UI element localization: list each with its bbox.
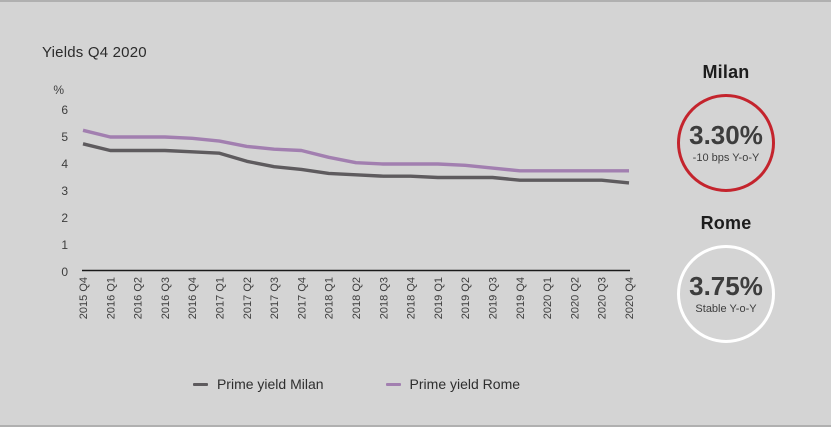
series-line-prime-yield-rome bbox=[82, 128, 629, 173]
legend-label: Prime yield Milan bbox=[216, 376, 324, 392]
window-bottom-edge bbox=[0, 425, 831, 427]
rome-yield-delta: Stable Y-o-Y bbox=[695, 303, 757, 316]
x-tick-label: 2019 Q4 bbox=[515, 277, 527, 319]
x-tick-label: 2016 Q4 bbox=[187, 277, 199, 319]
x-tick-label: 2017 Q3 bbox=[269, 277, 281, 319]
chart-legend: Prime yield Milan Prime yield Rome bbox=[83, 376, 630, 392]
x-tick-label: 2017 Q4 bbox=[296, 277, 308, 319]
legend-swatch bbox=[385, 382, 401, 386]
x-tick-label: 2018 Q4 bbox=[406, 277, 418, 319]
kpi-card-rome: Rome 3.75% Stable Y-o-Y bbox=[650, 213, 802, 343]
x-tick-label: 2016 Q3 bbox=[160, 277, 172, 319]
kpi-panel: Milan 3.30% -10 bps Y-o-Y Rome 3.75% Sta… bbox=[650, 0, 802, 427]
y-tick-label: 0 bbox=[61, 265, 68, 279]
series-line-prime-yield-milan bbox=[82, 142, 630, 185]
x-tick-label: 2019 Q1 bbox=[433, 277, 445, 319]
x-tick-label: 2020 Q2 bbox=[569, 277, 581, 319]
y-tick-label: 2 bbox=[61, 211, 68, 225]
legend-item-prime-yield-rome: Prime yield Rome bbox=[385, 376, 521, 392]
milan-yield-ring: 3.30% -10 bps Y-o-Y bbox=[677, 94, 775, 192]
rome-yield-ring: 3.75% Stable Y-o-Y bbox=[677, 245, 775, 343]
kpi-city-milan: Milan bbox=[702, 62, 750, 82]
kpi-card-milan: Milan 3.30% -10 bps Y-o-Y bbox=[650, 62, 802, 192]
window-top-edge bbox=[0, 0, 831, 2]
y-tick-label: 3 bbox=[61, 184, 68, 198]
legend-item-prime-yield-milan: Prime yield Milan bbox=[192, 376, 324, 392]
x-tick-label: 2019 Q3 bbox=[488, 277, 500, 319]
x-tick-label: 2017 Q2 bbox=[242, 277, 254, 319]
x-tick-label: 2018 Q3 bbox=[378, 277, 390, 319]
y-tick-label: 4 bbox=[61, 157, 68, 171]
y-tick-label: 1 bbox=[61, 238, 68, 252]
x-tick-label: 2015 Q4 bbox=[78, 277, 90, 319]
milan-yield-delta: -10 bps Y-o-Y bbox=[692, 152, 760, 165]
y-axis-unit-label: % bbox=[53, 83, 64, 97]
x-tick-label: 2020 Q1 bbox=[542, 277, 554, 319]
y-tick-label: 6 bbox=[61, 103, 68, 117]
chart-title: Yields Q4 2020 bbox=[42, 44, 147, 61]
yields-line-chart: % 0 1 2 3 4 5 6 2015 Q4 2016 Q1 2016 Q2 2016 Q3 2016… bbox=[53, 83, 636, 319]
x-tick-label: 2020 Q4 bbox=[624, 277, 636, 319]
x-tick-label: 2016 Q2 bbox=[133, 277, 145, 319]
rome-yield-value: 3.75% bbox=[689, 270, 763, 301]
legend-swatch bbox=[192, 382, 208, 386]
legend-label: Prime yield Rome bbox=[409, 376, 521, 392]
x-tick-label: 2020 Q3 bbox=[597, 277, 609, 319]
x-tick-label: 2018 Q2 bbox=[351, 277, 363, 319]
x-tick-label: 2019 Q2 bbox=[460, 277, 472, 319]
x-tick-label: 2016 Q1 bbox=[105, 277, 117, 319]
x-tick-label: 2018 Q1 bbox=[324, 277, 336, 319]
y-tick-label: 5 bbox=[61, 130, 68, 144]
milan-yield-value: 3.30% bbox=[689, 119, 763, 150]
kpi-city-rome: Rome bbox=[700, 213, 752, 233]
x-tick-label: 2017 Q1 bbox=[215, 277, 227, 319]
